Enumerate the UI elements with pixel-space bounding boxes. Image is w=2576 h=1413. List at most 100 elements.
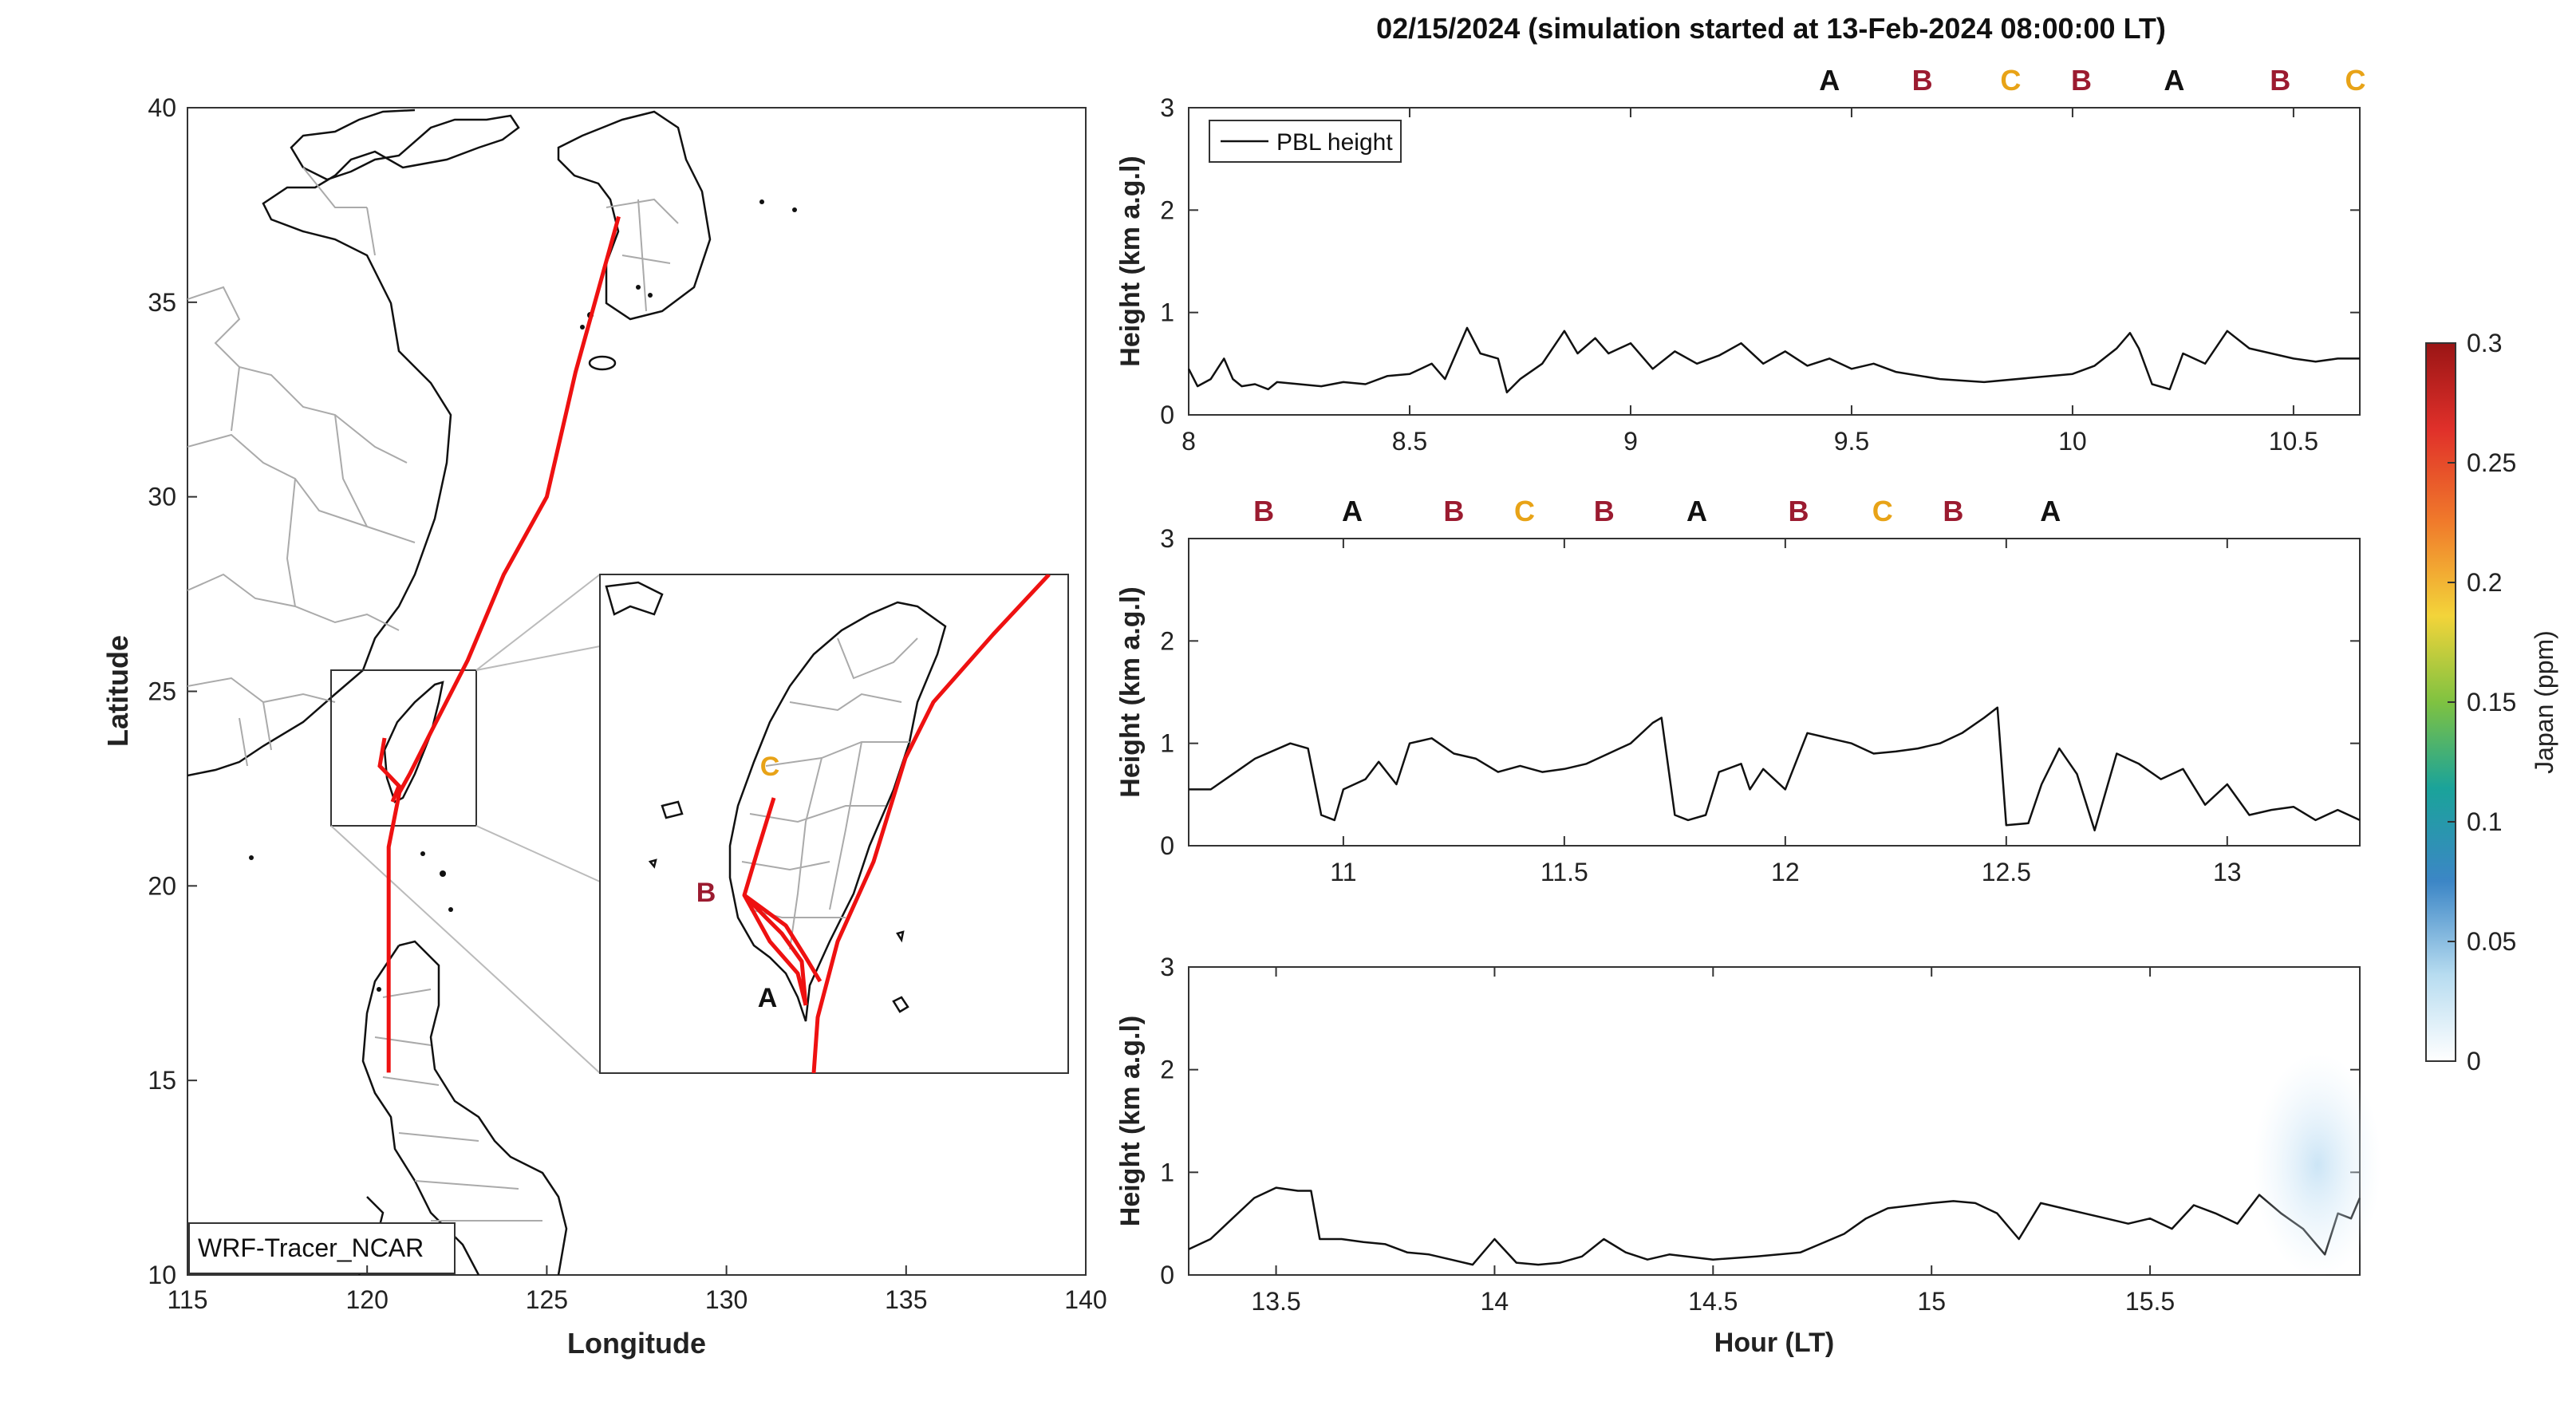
ytick-label: 0 <box>1160 1261 1174 1289</box>
xtick-label: 13.5 <box>1251 1287 1300 1316</box>
xtick-label: 10 <box>2058 427 2087 456</box>
inset-panel: C B A <box>599 574 1069 1074</box>
province-borders <box>187 167 416 767</box>
panel-axes <box>1188 966 2361 1276</box>
trajectory-line <box>386 215 621 1073</box>
colorbar-tick-label: 0.1 <box>2467 807 2502 836</box>
event-marker-a: A <box>2164 64 2184 97</box>
ytick-label: 2 <box>1160 195 1174 224</box>
event-marker-c: C <box>2345 64 2365 97</box>
map-xtick-label: 130 <box>705 1285 748 1314</box>
inset-region-box <box>330 669 477 827</box>
map-ytick-label: 35 <box>148 288 176 317</box>
tracer-plume <box>2254 1053 2381 1277</box>
ytick-label: 0 <box>1160 401 1174 429</box>
pbl-panel-3: 13.5 14 14.5 15 15.5 0 1 2 3 Height (km a.g.l) Hou… <box>1115 953 2361 1358</box>
map-ylabel: Latitude <box>101 635 134 747</box>
xtick-label: 11.5 <box>1540 858 1588 886</box>
inset-connector-top <box>475 645 601 671</box>
inset-islands <box>605 581 909 1013</box>
pbl-height-line <box>1187 326 2360 394</box>
korea-coastline <box>557 110 712 321</box>
inset-connector-bottom <box>475 825 601 882</box>
xtick-label: 12.5 <box>1982 858 2031 886</box>
event-marker-a: A <box>1819 64 1840 97</box>
colorbar-tick-label: 0 <box>2467 1047 2481 1076</box>
inset-taiwan-coastline <box>728 601 947 1022</box>
ytick-label: 1 <box>1160 1158 1174 1186</box>
xtick-label: 15 <box>1917 1287 1946 1316</box>
inset-label-c: C <box>760 752 780 782</box>
colorbar-tick-label: 0.25 <box>2467 448 2516 477</box>
colorbar: 0 0.05 0.1 0.15 0.2 0.25 0.3 Japan (ppm) <box>2425 329 2558 1076</box>
event-marker-c: C <box>2000 64 2021 97</box>
map-ytick-label: 15 <box>148 1066 176 1095</box>
event-marker-b: B <box>1788 495 1809 527</box>
map-ytick-label: 40 <box>148 93 176 122</box>
legend-label: PBL height <box>1276 129 1393 156</box>
ytick-label: 3 <box>1160 953 1174 981</box>
xtick-label: 15.5 <box>2125 1287 2175 1316</box>
inset-trajectory <box>742 574 1051 1073</box>
map-ytick-label: 20 <box>148 871 176 900</box>
colorbar-label: Japan (ppm) <box>2530 630 2558 774</box>
xtick-label: 9 <box>1623 427 1638 456</box>
xtick-label: 12 <box>1771 858 1800 886</box>
event-marker-a: A <box>2040 495 2061 527</box>
event-marker-b: B <box>1943 495 1963 527</box>
xtick-label: 10.5 <box>2269 427 2318 456</box>
xtick-label: 11 <box>1330 858 1356 886</box>
xtick-label: 14 <box>1481 1287 1509 1316</box>
pbl-panel-1: 8 8.5 9 9.5 10 10.5 0 1 2 3 Height (km a.g.l) PBL h… <box>1115 64 2365 456</box>
panel-ylabel: Height (km a.g.l) <box>1115 586 1146 797</box>
map-ytick-label: 10 <box>148 1261 176 1289</box>
inset-connector-bottom2 <box>330 825 601 1074</box>
ytick-label: 0 <box>1160 831 1174 860</box>
pbl-height-line <box>1189 706 2361 832</box>
inset-label-a: A <box>758 983 778 1013</box>
event-marker-a: A <box>1342 495 1363 527</box>
ytick-label: 1 <box>1160 298 1174 327</box>
event-marker-a: A <box>1686 495 1707 527</box>
colorbar-tick-label: 0.15 <box>2467 688 2516 716</box>
map-xtick-label: 115 <box>167 1285 207 1314</box>
jeju-island <box>588 355 617 371</box>
xtick-label: 8.5 <box>1392 427 1427 456</box>
mainland-coastline <box>187 109 520 777</box>
panel-ylabel: Height (km a.g.l) <box>1115 156 1146 366</box>
legend-box <box>1209 120 1402 163</box>
event-marker-b: B <box>1594 495 1615 527</box>
model-label: WRF-Tracer_NCAR <box>198 1233 424 1262</box>
event-marker-c: C <box>1514 495 1535 527</box>
xtick-label: 13 <box>2213 858 2242 886</box>
xtick-label: 14.5 <box>1688 1287 1738 1316</box>
ytick-label: 1 <box>1160 729 1174 758</box>
panel-axes <box>1188 538 2361 847</box>
korea-borders <box>606 198 679 312</box>
panel-axes <box>1188 107 2361 416</box>
map-ytick-label: 25 <box>148 677 176 706</box>
map-xtick-label: 140 <box>1064 1285 1107 1314</box>
xtick-label: 9.5 <box>1834 427 1869 456</box>
trajectory-loop <box>377 737 401 803</box>
ytick-label: 2 <box>1160 1056 1174 1084</box>
inset-county-borders <box>741 637 918 950</box>
event-marker-b: B <box>2270 64 2290 97</box>
philippines-borders <box>374 989 542 1222</box>
ytick-label: 3 <box>1160 93 1174 122</box>
event-marker-b: B <box>1253 495 1274 527</box>
pbl-height-line <box>1188 1186 2361 1266</box>
colorbar-ticks: 0 0.05 0.1 0.15 0.2 0.25 0.3 <box>2448 329 2516 1076</box>
colorbar-tick-label: 0.05 <box>2467 927 2516 956</box>
event-marker-b: B <box>1443 495 1464 527</box>
colorbar-tick-label: 0.3 <box>2467 329 2502 357</box>
figure-title: 02/15/2024 (simulation started at 13-Feb… <box>1376 12 2166 45</box>
small-islands <box>249 199 797 992</box>
inset-connector-mid <box>475 574 601 671</box>
model-label-box <box>188 1222 456 1274</box>
map-xlabel: Longitude <box>567 1327 706 1360</box>
event-marker-c: C <box>1872 495 1893 527</box>
event-marker-b: B <box>2071 64 2092 97</box>
